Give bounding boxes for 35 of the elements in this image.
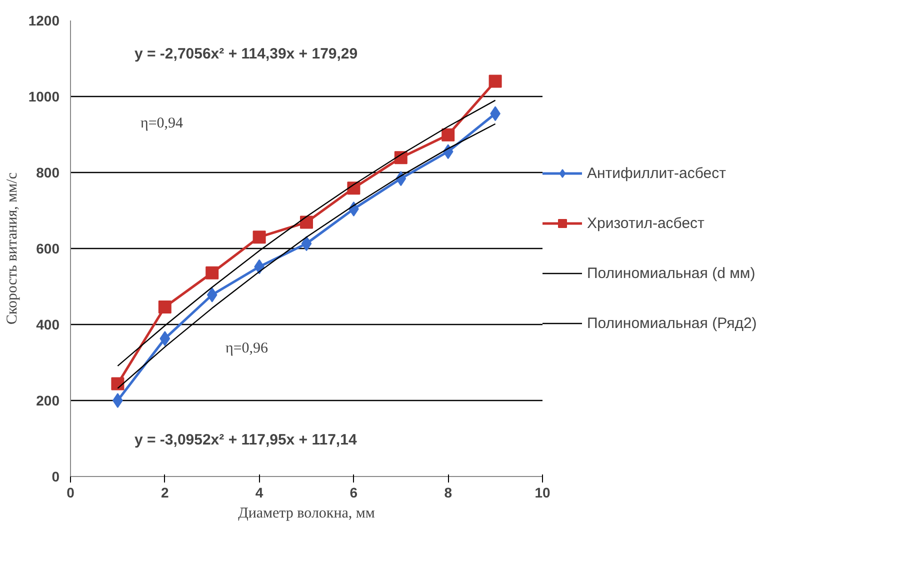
point <box>112 393 123 408</box>
point <box>160 331 170 346</box>
point <box>442 128 455 142</box>
x-tick-label: 10 <box>534 484 550 500</box>
y-tick-label: 200 <box>36 392 60 408</box>
point <box>301 236 312 252</box>
legend-label: Хризотил-асбест <box>587 214 704 232</box>
x-tick-label: 2 <box>161 484 170 500</box>
annotation: y = -3,0952x² + 117,95x + 117,14 <box>134 432 358 448</box>
y-tick-label: 800 <box>36 164 60 180</box>
y-axis-title: Скорость витания, мм/с <box>4 172 20 324</box>
y-tick-label: 1200 <box>28 12 60 28</box>
annotation: y = -2,7056x² + 114,39x + 179,29 <box>134 46 358 62</box>
point <box>158 300 172 314</box>
annotation: η=0,94 <box>140 116 184 132</box>
x-tick-label: 4 <box>255 484 264 500</box>
legend-label: Полиномиальная (d мм) <box>587 264 756 282</box>
legend-label: Полиномиальная (Ряд2) <box>587 314 757 332</box>
annotation: η=0,96 <box>226 340 269 356</box>
y-tick-label: 1000 <box>28 88 60 104</box>
x-axis-title: Диаметр волокна, мм <box>238 506 376 522</box>
point <box>111 377 124 390</box>
point <box>488 74 502 88</box>
point <box>252 230 266 244</box>
x-tick-label: 8 <box>444 484 452 500</box>
point <box>206 287 218 302</box>
legend-label: Антифиллит-асбест <box>587 164 726 182</box>
x-tick-label: 0 <box>66 484 75 500</box>
line-series <box>117 100 496 367</box>
y-tick-label: 400 <box>36 316 60 332</box>
point <box>300 216 313 229</box>
y-tick-label: 0 <box>52 468 60 484</box>
y-tick-label: 600 <box>36 240 60 256</box>
x-tick-label: 6 <box>350 484 358 500</box>
point <box>206 266 219 280</box>
